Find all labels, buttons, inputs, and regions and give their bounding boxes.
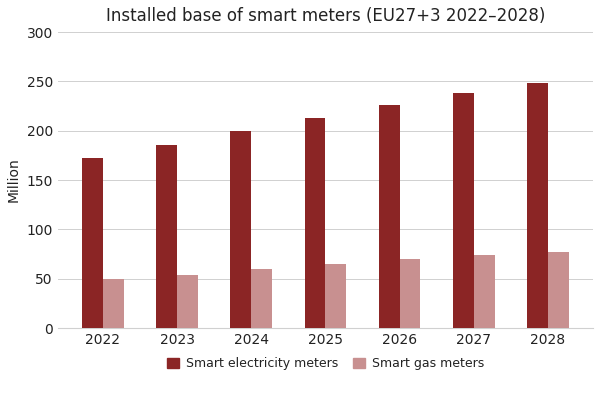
Bar xyxy=(325,264,346,328)
Bar xyxy=(156,144,177,328)
Bar xyxy=(82,158,103,328)
Y-axis label: Million: Million xyxy=(7,158,21,202)
Bar xyxy=(400,259,421,328)
Bar xyxy=(230,131,251,328)
Bar xyxy=(548,252,569,328)
Bar xyxy=(305,118,325,328)
Bar xyxy=(379,105,400,328)
Bar xyxy=(103,279,124,328)
Bar xyxy=(251,269,272,328)
Bar xyxy=(527,83,548,328)
Bar xyxy=(453,93,474,328)
Legend: Smart electricity meters, Smart gas meters: Smart electricity meters, Smart gas mete… xyxy=(162,352,489,375)
Bar xyxy=(474,255,494,328)
Bar xyxy=(177,275,198,328)
Title: Installed base of smart meters (EU27+3 2022–2028): Installed base of smart meters (EU27+3 2… xyxy=(106,7,545,25)
